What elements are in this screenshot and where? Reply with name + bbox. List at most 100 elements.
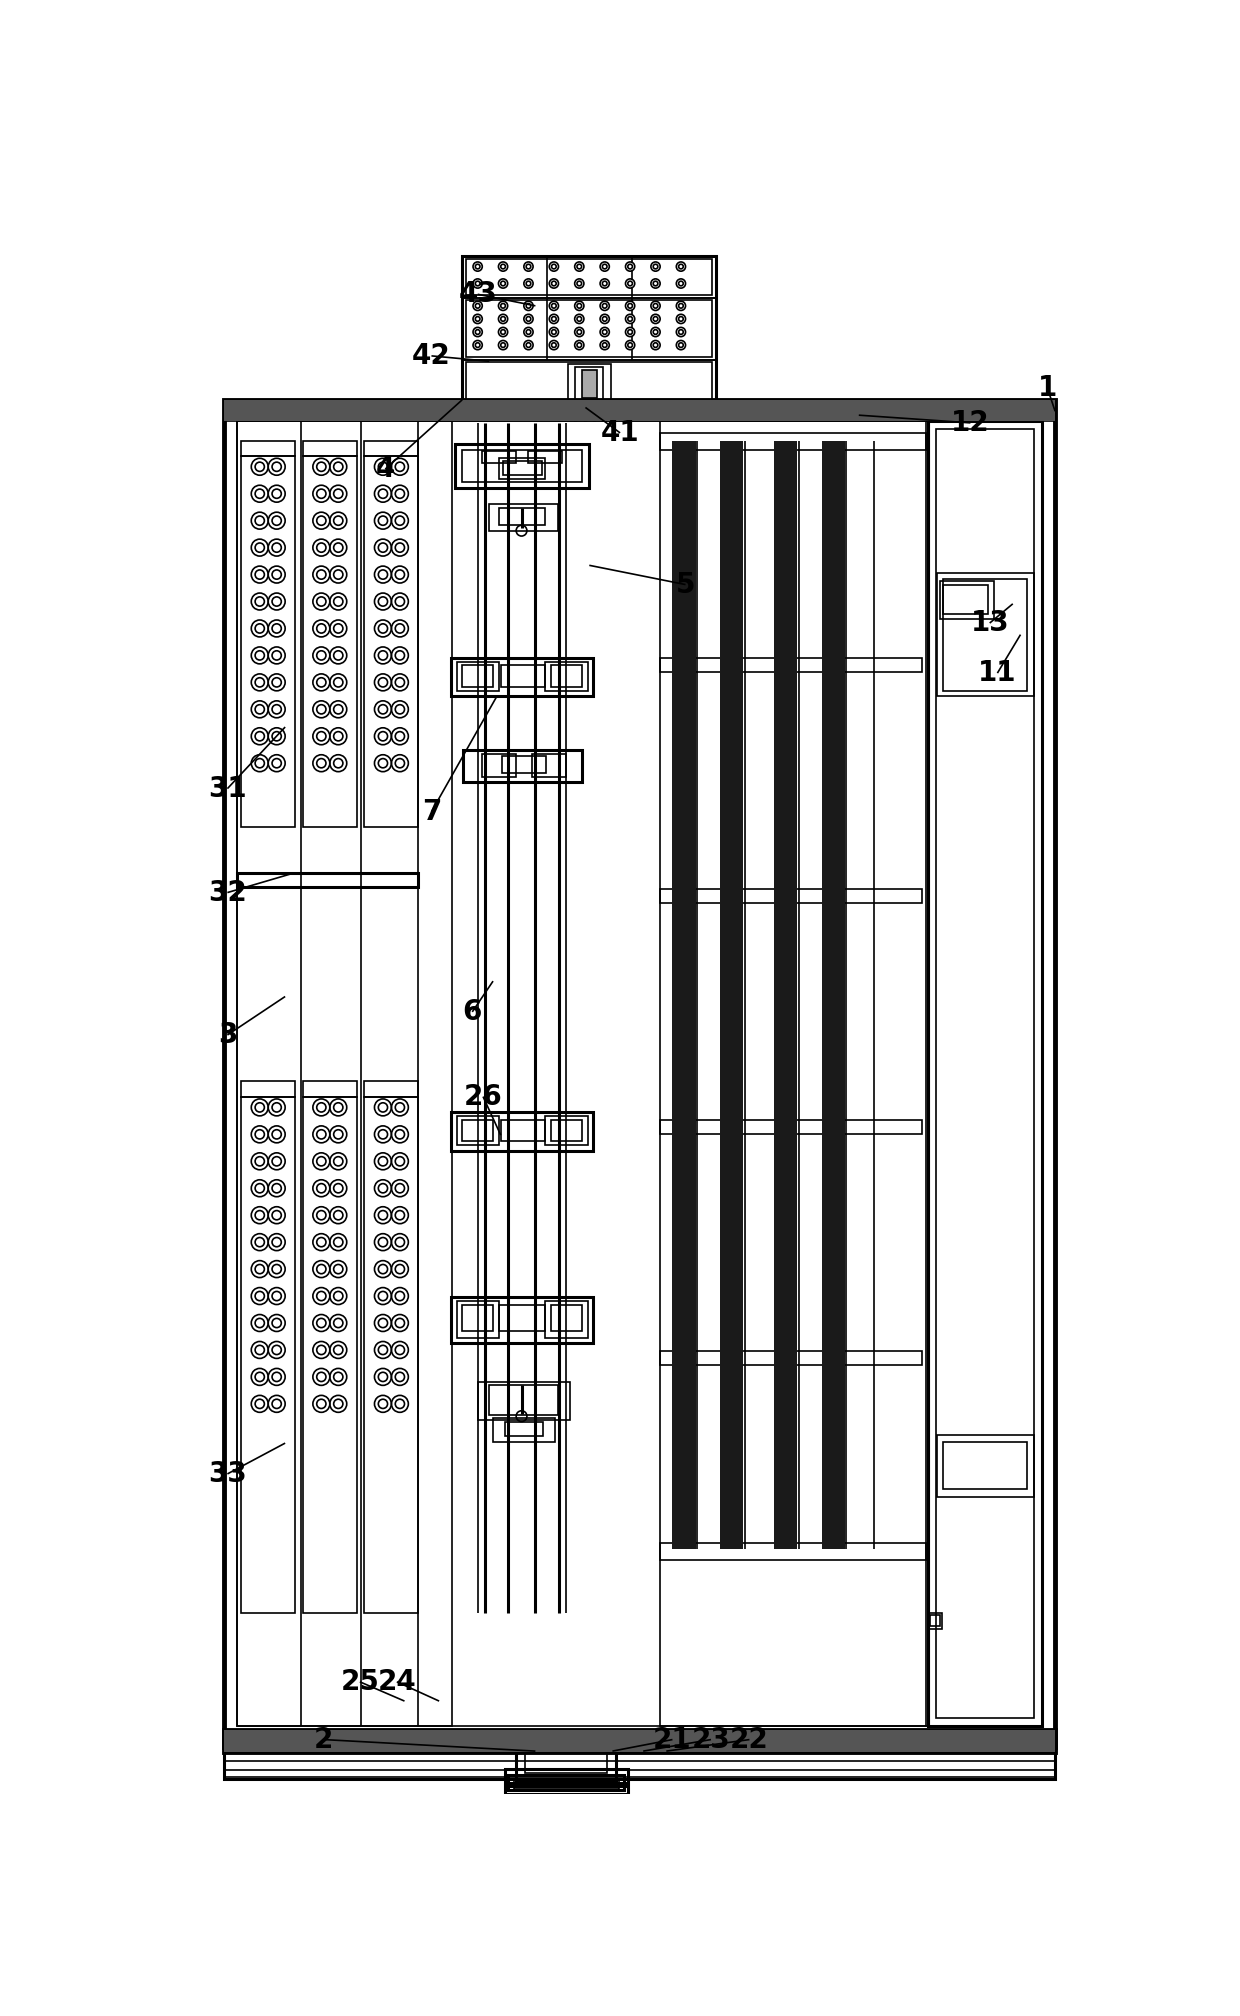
Circle shape: [378, 490, 388, 498]
Circle shape: [653, 331, 658, 335]
Circle shape: [272, 1183, 281, 1193]
Bar: [490, 504, 558, 530]
Circle shape: [625, 327, 635, 337]
Bar: [505, 1768, 627, 1782]
Circle shape: [378, 462, 388, 472]
Bar: [500, 458, 546, 480]
Circle shape: [255, 462, 264, 472]
Circle shape: [378, 651, 388, 659]
Bar: [463, 298, 717, 359]
Circle shape: [396, 677, 404, 687]
Circle shape: [625, 341, 635, 349]
Circle shape: [396, 1264, 404, 1274]
Bar: [242, 442, 295, 456]
Circle shape: [526, 343, 531, 347]
Bar: [463, 750, 583, 782]
Circle shape: [577, 343, 582, 347]
Circle shape: [272, 1103, 281, 1113]
Bar: [528, 452, 563, 464]
Circle shape: [523, 278, 533, 288]
Bar: [720, 442, 743, 1550]
Bar: [575, 367, 603, 401]
Circle shape: [552, 264, 557, 268]
Circle shape: [334, 1210, 343, 1220]
Bar: [490, 1385, 558, 1415]
Circle shape: [678, 264, 683, 268]
Bar: [516, 1730, 616, 1780]
Bar: [928, 421, 1042, 1726]
Bar: [930, 1615, 940, 1627]
Text: 1: 1: [1038, 375, 1056, 403]
Bar: [505, 1786, 627, 1794]
Bar: [672, 442, 696, 1550]
Circle shape: [625, 300, 635, 310]
Circle shape: [396, 1373, 404, 1381]
Circle shape: [549, 300, 558, 310]
Circle shape: [653, 264, 658, 268]
Bar: [223, 1752, 1055, 1778]
Circle shape: [574, 278, 584, 288]
Circle shape: [676, 314, 686, 323]
Text: 23: 23: [692, 1726, 730, 1754]
Circle shape: [255, 1345, 264, 1355]
Bar: [365, 442, 418, 456]
Circle shape: [316, 1318, 326, 1329]
Circle shape: [625, 314, 635, 323]
Circle shape: [316, 623, 326, 633]
Circle shape: [549, 314, 558, 323]
Bar: [822, 442, 844, 1550]
Circle shape: [255, 1157, 264, 1165]
Circle shape: [396, 1318, 404, 1329]
Circle shape: [334, 1129, 343, 1139]
Circle shape: [255, 1318, 264, 1329]
Circle shape: [627, 343, 632, 347]
Bar: [660, 433, 926, 450]
Circle shape: [378, 1129, 388, 1139]
Circle shape: [676, 341, 686, 349]
Circle shape: [396, 490, 404, 498]
Circle shape: [334, 1292, 343, 1300]
Circle shape: [272, 1264, 281, 1274]
Text: 33: 33: [208, 1460, 247, 1488]
Bar: [242, 1081, 295, 1097]
Bar: [551, 409, 627, 417]
Circle shape: [396, 623, 404, 633]
Circle shape: [316, 677, 326, 687]
Circle shape: [501, 331, 506, 335]
Circle shape: [475, 304, 480, 308]
Text: 42: 42: [412, 343, 451, 369]
Circle shape: [523, 262, 533, 272]
Bar: [551, 1304, 582, 1331]
Bar: [532, 754, 567, 776]
Text: 25: 25: [341, 1667, 379, 1695]
Circle shape: [651, 327, 660, 337]
Circle shape: [378, 1345, 388, 1355]
Circle shape: [396, 651, 404, 659]
Bar: [660, 421, 926, 1726]
Circle shape: [475, 280, 480, 286]
Circle shape: [334, 1264, 343, 1274]
Bar: [237, 421, 1042, 1726]
Circle shape: [653, 280, 658, 286]
Circle shape: [653, 304, 658, 308]
Circle shape: [498, 314, 507, 323]
Bar: [944, 579, 1027, 691]
Circle shape: [334, 758, 343, 768]
Circle shape: [678, 343, 683, 347]
Bar: [463, 1304, 494, 1331]
Text: 26: 26: [464, 1083, 502, 1111]
Circle shape: [600, 314, 609, 323]
Bar: [455, 444, 589, 488]
Circle shape: [378, 1318, 388, 1329]
Circle shape: [676, 327, 686, 337]
Circle shape: [334, 462, 343, 472]
Text: 13: 13: [971, 609, 1009, 637]
Bar: [551, 1119, 582, 1141]
Circle shape: [625, 278, 635, 288]
Bar: [456, 661, 500, 691]
Circle shape: [574, 314, 584, 323]
Bar: [937, 1435, 1034, 1498]
Bar: [303, 442, 357, 456]
Circle shape: [255, 1264, 264, 1274]
Bar: [365, 456, 418, 827]
